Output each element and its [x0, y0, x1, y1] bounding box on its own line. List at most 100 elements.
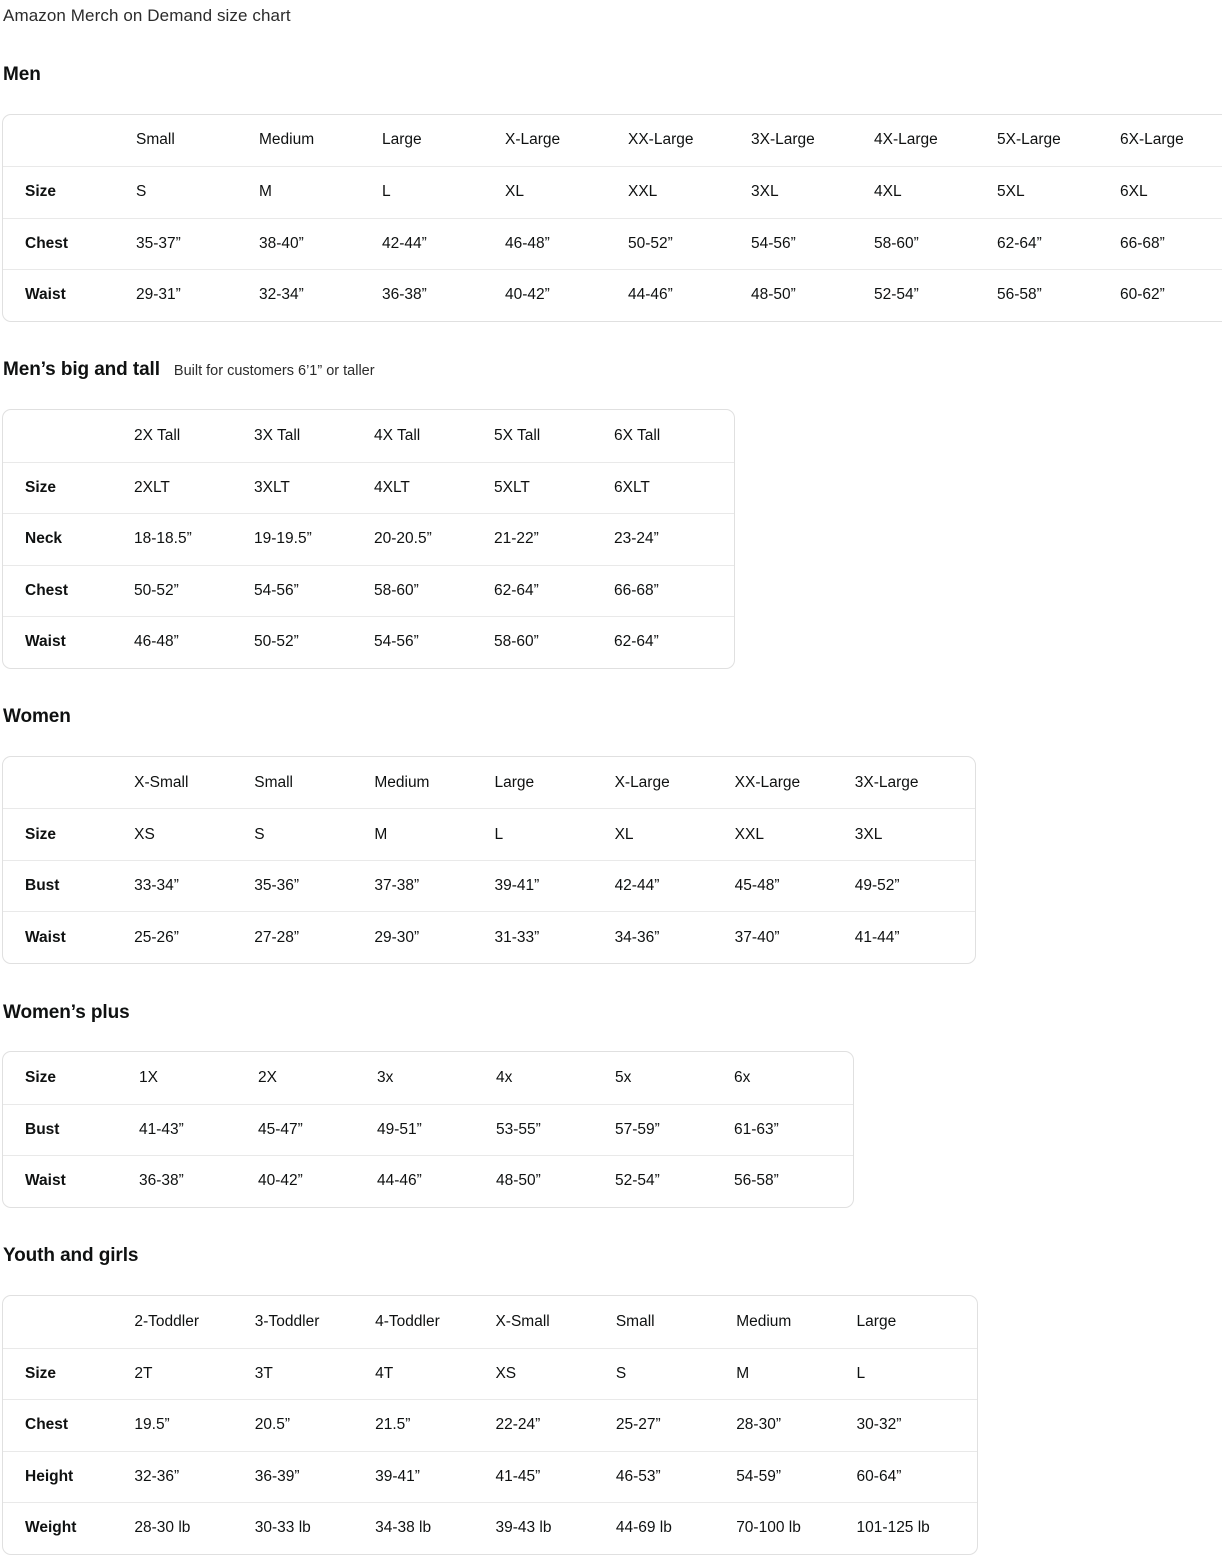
column-header: X-Large: [505, 131, 561, 149]
table-cell: 37-38”: [374, 859, 495, 912]
table-cell: 44-46”: [628, 269, 751, 321]
section-youth-and-girls: Youth and girls 2-Toddler 3-Toddler 4-Toddl…: [2, 1230, 1222, 1555]
table-cell: 3T: [254, 1347, 376, 1400]
table-cell: 40-42”: [258, 1155, 377, 1207]
row-label: Bust: [3, 859, 135, 912]
column-header: 5X-Large: [997, 131, 1061, 149]
table-cell: 5XLT: [494, 461, 614, 514]
section-title: Women: [3, 706, 71, 728]
column-header: 2X: [258, 1068, 277, 1086]
table-cell: 62-64”: [614, 616, 734, 668]
table-cell: 46-48”: [134, 616, 254, 668]
table-cell: L: [494, 808, 615, 860]
table-cell: 25-27”: [615, 1399, 737, 1451]
column-header: XX-Large: [734, 773, 801, 791]
column-header: X-Large: [614, 773, 670, 791]
table-cell: 32-34”: [259, 269, 382, 321]
column-header: Large: [494, 773, 535, 791]
column-header: 5X Tall: [494, 426, 541, 444]
section-header: Youth and girls: [3, 1230, 1222, 1284]
table-cell: 28-30”: [736, 1399, 857, 1451]
table-cell: 38-40”: [259, 217, 382, 270]
column-header: Medium: [736, 1312, 792, 1330]
table-cell: 66-68”: [1120, 217, 1222, 270]
table-cell: 70-100 lb: [736, 1502, 857, 1554]
column-header: 5x: [615, 1068, 632, 1086]
section-header: Women: [3, 691, 1222, 745]
table-cell: 62-64”: [997, 217, 1120, 270]
table-corner-cell: Size: [25, 1068, 57, 1086]
table-cell: 54-56”: [254, 564, 374, 617]
table-cell: 61-63”: [734, 1103, 853, 1156]
section-women: Women X-Small Small Medium Large X-Large XX-La…: [2, 691, 1222, 964]
table-cell: 54-59”: [736, 1450, 857, 1503]
size-table-men: Small Medium Large X-Large XX-Large 3X-Large 4…: [2, 113, 1222, 322]
table-cell: 50-52”: [254, 616, 374, 668]
table-cell: 4XL: [874, 166, 997, 218]
column-header: Large: [382, 131, 422, 149]
table-row: Size 2T 3T 4T XS S M L: [3, 1347, 977, 1400]
table-row: Waist 29-31” 32-34” 36-38” 40-42” 44-46” 48-50…: [3, 269, 1222, 321]
table-cell: 46-53”: [615, 1450, 737, 1503]
table-cell: XS: [134, 808, 255, 860]
column-header: X-Small: [495, 1312, 550, 1330]
section-subtitle: Built for customers 6’1” or taller: [173, 363, 375, 380]
table-cell: 52-54”: [615, 1155, 734, 1207]
table-cell: 19.5”: [134, 1399, 255, 1451]
row-label: Size: [3, 166, 136, 218]
row-label: Chest: [3, 217, 136, 270]
table-cell: 4T: [375, 1347, 496, 1400]
column-header: 1X: [139, 1068, 158, 1086]
table-cell: 49-51”: [377, 1103, 496, 1156]
table-cell: 21-22”: [494, 513, 614, 565]
table-cell: 41-44”: [854, 911, 975, 963]
section-title: Youth and girls: [3, 1245, 139, 1267]
column-header: Large: [856, 1312, 897, 1330]
table-row: Neck 18-18.5” 19-19.5” 20-20.5” 21-22” 23-24”: [3, 513, 734, 565]
table-cell: 23-24”: [614, 513, 734, 565]
table-header-row: Size 1X 2X 3x 4x 5x 6x: [3, 1052, 853, 1104]
column-header: X-Small: [134, 773, 189, 791]
table-cell: 37-40”: [734, 911, 855, 963]
row-label: Size: [3, 1347, 135, 1400]
table-cell: 27-28”: [254, 911, 375, 963]
table-corner-cell: [3, 757, 134, 809]
row-label: Chest: [3, 1399, 135, 1451]
table-cell: 33-34”: [134, 859, 255, 912]
table-cell: 34-38 lb: [375, 1502, 496, 1554]
table-cell: 56-58”: [734, 1155, 853, 1207]
table-cell: 3XLT: [254, 461, 374, 514]
table-cell: 48-50”: [496, 1155, 615, 1207]
table-cell: 62-64”: [494, 564, 614, 617]
table-cell: 49-52”: [854, 859, 975, 912]
table-row: Waist 25-26” 27-28” 29-30” 31-33” 34-36” 37-40…: [3, 911, 975, 963]
size-table-women: X-Small Small Medium Large X-Large XX-Large 3X…: [2, 755, 976, 964]
table-header-row: Small Medium Large X-Large XX-Large 3X-Large 4…: [3, 115, 1222, 167]
table-row: Bust 41-43” 45-47” 49-51” 53-55” 57-59” 61-63”: [3, 1103, 853, 1156]
table-cell: 54-56”: [751, 217, 874, 270]
table-cell: 60-62”: [1120, 269, 1222, 321]
row-label: Bust: [3, 1103, 139, 1156]
section-title: Men’s big and tall: [3, 359, 160, 381]
section-title: Women’s plus: [3, 1001, 130, 1023]
column-header: Medium: [374, 773, 430, 791]
table-cell: XXL: [628, 166, 751, 218]
column-header: 3X-Large: [854, 773, 919, 791]
column-header: 2X Tall: [134, 426, 181, 444]
size-table-womens-plus: Size 1X 2X 3x 4x 5x 6x Bust 41-43” 45-47” 49-51” 53…: [2, 1051, 854, 1208]
table-cell: 35-36”: [254, 859, 375, 912]
table-cell: 20-20.5”: [374, 513, 494, 565]
table-cell: 29-31”: [136, 269, 259, 321]
section-header: Men’s big and tall Built for customers 6’…: [3, 344, 1222, 398]
column-header: Small: [615, 1312, 655, 1330]
table-cell: 6XLT: [614, 461, 734, 514]
table-cell: 36-38”: [382, 269, 505, 321]
row-label: Neck: [3, 513, 134, 565]
table-cell: XL: [614, 808, 735, 860]
sections-container: Men Small Medium Large X-Large XX-Large 3X-Lar…: [2, 48, 1222, 1555]
table-cell: 18-18.5”: [134, 513, 254, 565]
section-mens-big-and-tall: Men’s big and tall Built for customers 6’…: [2, 344, 1222, 669]
table-row: Weight 28-30 lb 30-33 lb 34-38 lb 39-43 lb 44…: [3, 1502, 977, 1554]
table-row: Chest 35-37” 38-40” 42-44” 46-48” 50-52” 54-56…: [3, 217, 1222, 270]
table-cell: 36-39”: [254, 1450, 376, 1503]
